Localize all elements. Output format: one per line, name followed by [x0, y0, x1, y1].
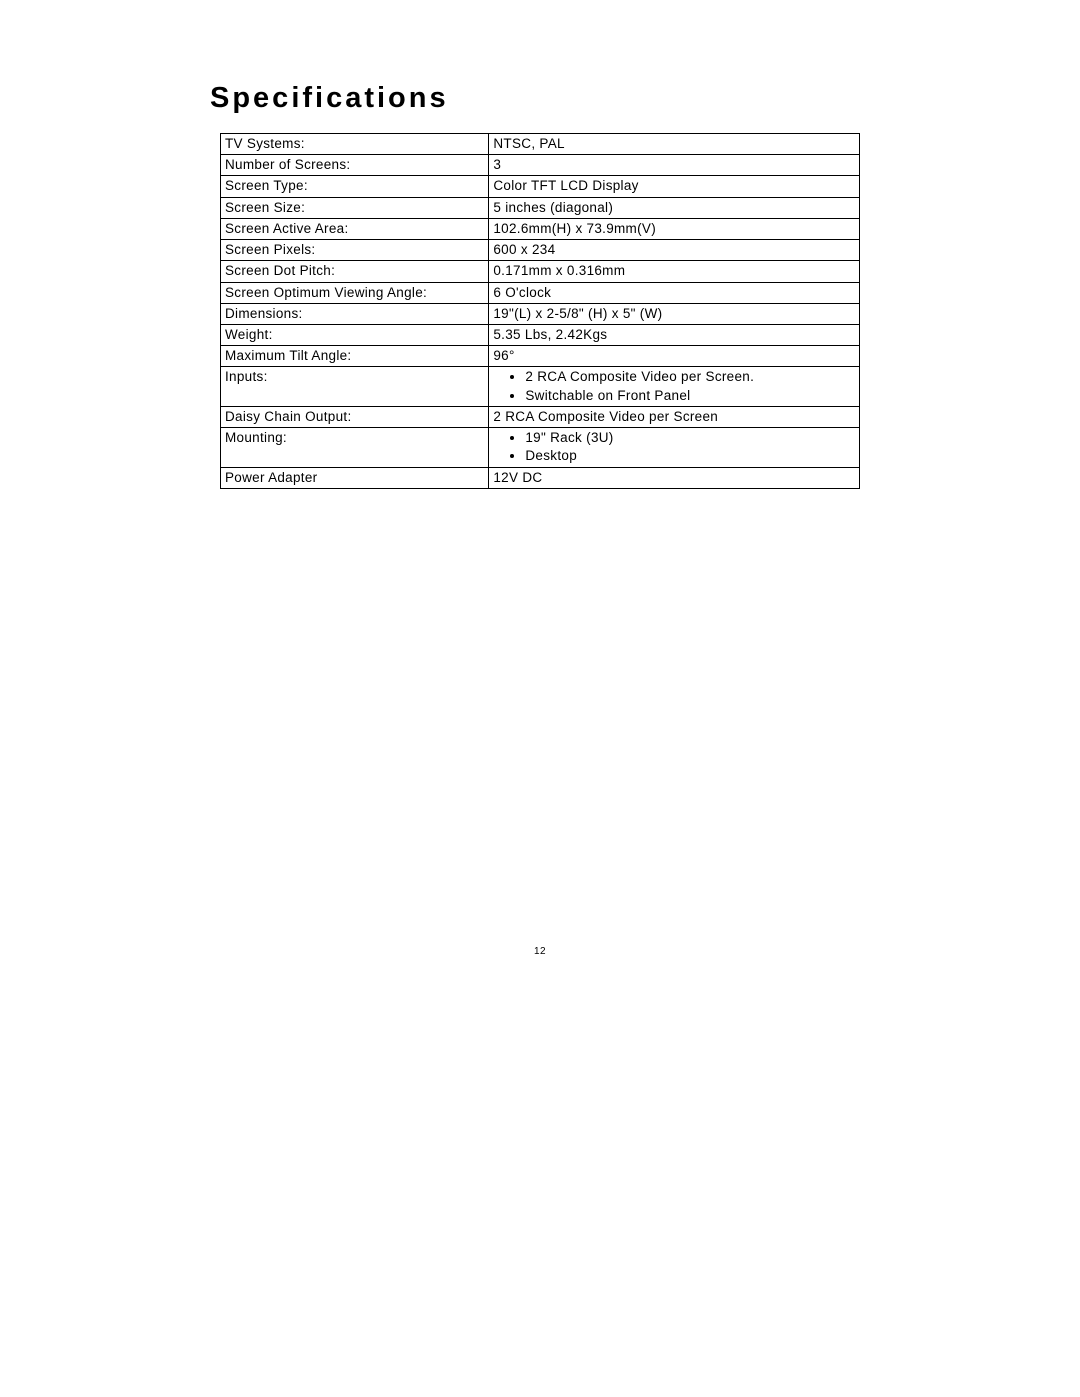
spec-value: 5.35 Lbs, 2.42Kgs [489, 324, 860, 345]
spec-label: Mounting: [221, 428, 489, 467]
spec-label: Daisy Chain Output: [221, 406, 489, 427]
table-row: Mounting:19" Rack (3U)Desktop [221, 428, 860, 467]
spec-value-list-item: 19" Rack (3U) [525, 429, 855, 447]
spec-value: 19" Rack (3U)Desktop [489, 428, 860, 467]
spec-label: Dimensions: [221, 303, 489, 324]
page-number: 12 [0, 946, 1080, 957]
spec-value: 0.171mm x 0.316mm [489, 261, 860, 282]
spec-label: TV Systems: [221, 134, 489, 155]
spec-value: 6 O'clock [489, 282, 860, 303]
table-row: Screen Size:5 inches (diagonal) [221, 197, 860, 218]
spec-label: Screen Size: [221, 197, 489, 218]
table-row: Screen Active Area:102.6mm(H) x 73.9mm(V… [221, 218, 860, 239]
spec-label: Weight: [221, 324, 489, 345]
spec-value: 12V DC [489, 467, 860, 488]
table-row: Maximum Tilt Angle:96° [221, 346, 860, 367]
spec-value: 600 x 234 [489, 240, 860, 261]
spec-label: Screen Type: [221, 176, 489, 197]
spec-value: 2 RCA Composite Video per Screen.Switcha… [489, 367, 860, 406]
spec-label: Screen Pixels: [221, 240, 489, 261]
spec-label: Screen Dot Pitch: [221, 261, 489, 282]
spec-value-list-item: Desktop [525, 447, 855, 465]
table-row: Weight:5.35 Lbs, 2.42Kgs [221, 324, 860, 345]
table-row: Daisy Chain Output:2 RCA Composite Video… [221, 406, 860, 427]
table-row: Power Adapter12V DC [221, 467, 860, 488]
specifications-table: TV Systems:NTSC, PALNumber of Screens:3S… [220, 133, 860, 489]
spec-value: 3 [489, 155, 860, 176]
spec-label: Inputs: [221, 367, 489, 406]
table-row: Number of Screens:3 [221, 155, 860, 176]
spec-value: Color TFT LCD Display [489, 176, 860, 197]
spec-label: Screen Optimum Viewing Angle: [221, 282, 489, 303]
table-row: Inputs:2 RCA Composite Video per Screen.… [221, 367, 860, 406]
table-row: Screen Dot Pitch:0.171mm x 0.316mm [221, 261, 860, 282]
spec-value-list: 2 RCA Composite Video per Screen.Switcha… [493, 368, 855, 404]
document-page: Specifications TV Systems:NTSC, PALNumbe… [0, 0, 1080, 489]
spec-value-list: 19" Rack (3U)Desktop [493, 429, 855, 465]
spec-value: 102.6mm(H) x 73.9mm(V) [489, 218, 860, 239]
spec-value: NTSC, PAL [489, 134, 860, 155]
spec-label: Maximum Tilt Angle: [221, 346, 489, 367]
table-row: Screen Pixels:600 x 234 [221, 240, 860, 261]
table-row: Screen Optimum Viewing Angle:6 O'clock [221, 282, 860, 303]
spec-value: 5 inches (diagonal) [489, 197, 860, 218]
specifications-table-body: TV Systems:NTSC, PALNumber of Screens:3S… [221, 134, 860, 489]
spec-value-list-item: 2 RCA Composite Video per Screen. [525, 368, 855, 386]
table-row: Dimensions:19"(L) x 2-5/8" (H) x 5" (W) [221, 303, 860, 324]
table-row: TV Systems:NTSC, PAL [221, 134, 860, 155]
page-title: Specifications [210, 82, 860, 115]
spec-label: Power Adapter [221, 467, 489, 488]
spec-value: 19"(L) x 2-5/8" (H) x 5" (W) [489, 303, 860, 324]
spec-value: 2 RCA Composite Video per Screen [489, 406, 860, 427]
spec-value: 96° [489, 346, 860, 367]
spec-label: Number of Screens: [221, 155, 489, 176]
table-row: Screen Type:Color TFT LCD Display [221, 176, 860, 197]
spec-label: Screen Active Area: [221, 218, 489, 239]
spec-value-list-item: Switchable on Front Panel [525, 387, 855, 405]
